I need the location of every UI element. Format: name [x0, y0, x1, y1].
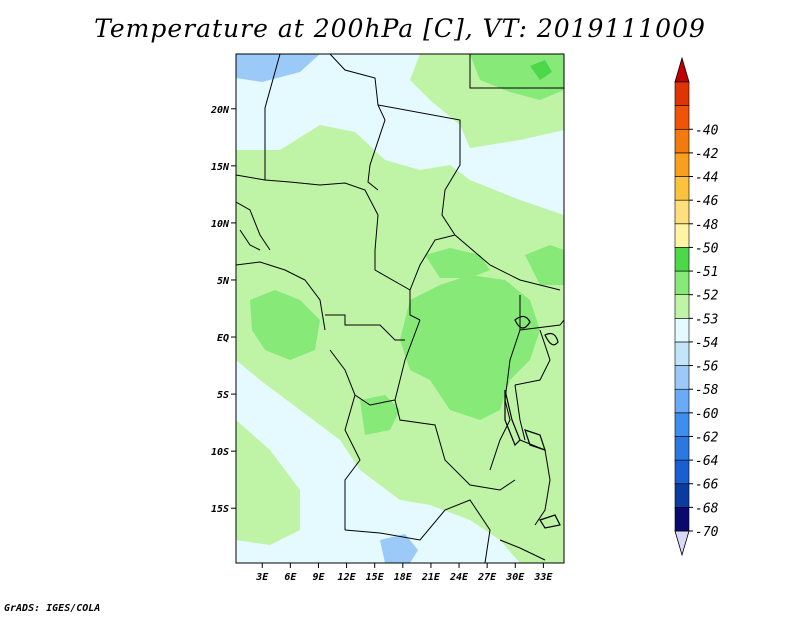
legend-swatch [674, 81, 690, 106]
legend-swatch [674, 388, 690, 414]
lon-tick-label: 9E [312, 572, 325, 583]
border-line [344, 394, 361, 530]
legend-swatch [674, 247, 690, 272]
border-line [329, 54, 386, 191]
legend-label: -62 [695, 430, 719, 445]
border-line [514, 329, 551, 386]
legend-label: -56 [695, 360, 719, 375]
lat-tick-label: 20N [210, 105, 230, 116]
legend-label: -58 [695, 383, 719, 398]
legend-label: -68 [695, 501, 719, 516]
lat-tick-label: 10N [211, 219, 230, 230]
legend-label: -60 [695, 407, 719, 422]
border-line [499, 539, 546, 561]
lon-tick-label: 30E [505, 572, 525, 583]
lon-tick-label: 15E [366, 572, 385, 583]
border-line [409, 234, 456, 291]
lat-tick-label: 10S [211, 447, 229, 458]
lon-tick-label: 24E [449, 572, 469, 583]
border-line [374, 214, 421, 321]
lat-tick-label: 5N [217, 276, 230, 287]
legend-swatch [674, 152, 690, 177]
legend-swatch [674, 318, 690, 343]
lon-tick-label: 6E [284, 572, 297, 583]
border-line [377, 104, 561, 291]
lon-tick-label: 12E [338, 572, 357, 583]
lake-outline [514, 315, 531, 329]
field-region-minus-53 [236, 420, 300, 545]
legend-label: -48 [695, 218, 719, 233]
field-region-minus-53 [236, 125, 564, 563]
legend-swatch [674, 459, 690, 485]
legend-swatch [674, 365, 690, 390]
border-line [344, 499, 491, 563]
map-frame [235, 53, 565, 564]
legend-swatch [674, 436, 690, 461]
field-region-minus-52 [400, 275, 540, 420]
legend-label: -51 [695, 265, 718, 280]
lat-tick-label: 15N [211, 162, 230, 173]
color-legend: -70 -68 -66 -64 -62 -60 -58 -56 -54 -53 -52 -51 -50 -… [674, 56, 719, 557]
field-region-minus-56 [380, 534, 418, 563]
legend-swatch [674, 412, 690, 437]
legend-swatch [674, 507, 690, 532]
field-region-minus-52 [250, 290, 320, 360]
lake-outline [544, 332, 559, 346]
border-line [514, 384, 526, 441]
lon-tick-label: 18E [394, 572, 413, 583]
legend-label: -66 [695, 478, 719, 493]
legend-swatch [674, 341, 690, 366]
legend-label: -70 [695, 525, 719, 540]
field-region-minus-51 [530, 60, 552, 80]
border-line [329, 349, 516, 491]
field-region-minus-52 [425, 248, 490, 278]
legend-swatch [674, 199, 690, 225]
legend-label: -42 [695, 147, 719, 162]
legend-arrow-low [674, 530, 690, 557]
legend-label: -46 [695, 194, 719, 209]
legend-label: -44 [695, 171, 718, 186]
legend-swatch [674, 176, 690, 201]
lon-tick-label: 3E [255, 572, 269, 583]
border-line [519, 319, 564, 331]
field-region-minus-52 [525, 245, 564, 285]
lon-tick-label: 21E [421, 572, 441, 583]
temperature-field [236, 54, 564, 563]
lat-tick-label: 15S [211, 504, 229, 515]
lon-tick-label: 33E [533, 572, 553, 583]
legend-swatch [674, 223, 690, 248]
longitude-axis: 3E 6E 9E 12E 15E 18E 21E 24E 27E 30E 33E [255, 563, 553, 583]
legend-swatch [674, 294, 690, 319]
border-line [394, 319, 421, 401]
legend-label: -64 [695, 454, 718, 469]
legend-swatch [674, 270, 690, 295]
map-title: Temperature at 200hPa [C], VT: 201911100… [94, 14, 706, 43]
border-line [239, 229, 261, 251]
lake-outline [504, 389, 521, 447]
legend-label: -52 [695, 289, 719, 304]
latitude-axis: 20N 15N 10N 5N EQ 5S 10S 15S [210, 105, 236, 515]
border-line [469, 54, 564, 89]
border-line [236, 261, 326, 331]
lake-outline [524, 429, 546, 451]
legend-label: -53 [695, 312, 718, 327]
lake-outline [539, 514, 561, 529]
lakes [504, 315, 561, 529]
lat-tick-label: 5S [217, 390, 229, 401]
lon-tick-label: 27E [477, 572, 497, 583]
field-region-minus-56 [236, 54, 320, 82]
legend-label: -54 [695, 336, 718, 351]
grads-credit: GrADS: IGES/COLA [4, 603, 101, 614]
lat-tick-label: EQ [217, 333, 229, 344]
legend-swatch [674, 128, 690, 154]
legend-label: -50 [695, 241, 719, 256]
legend-swatch [674, 105, 690, 130]
legend-swatch [674, 483, 690, 508]
border-line [236, 201, 271, 251]
legend-arrow-high [674, 56, 690, 83]
border-line [325, 314, 405, 341]
legend-label: -40 [695, 123, 719, 138]
border-line [264, 54, 281, 180]
